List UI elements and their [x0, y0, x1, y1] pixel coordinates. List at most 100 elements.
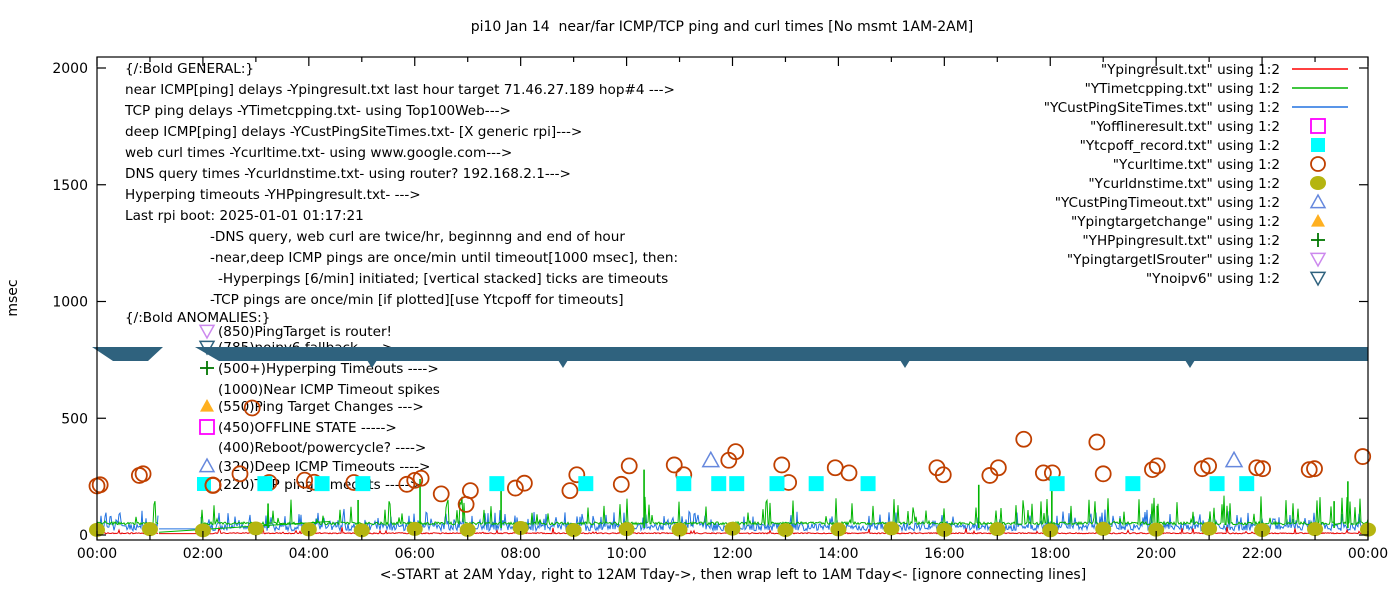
anomaly-annotation-line: (450)OFFLINE STATE -----> [218, 420, 397, 436]
legend-label: "Ycurltime.txt" using 1:2 [1113, 157, 1280, 173]
general-annotation-line: Last rpi boot: 2025-01-01 01:17:21 [125, 208, 364, 224]
curl-time-point [612, 475, 630, 493]
curl-time-point [461, 482, 479, 500]
tcpoff-record-point [578, 476, 594, 492]
x-tick-label: 22:00 [1242, 546, 1282, 562]
curl-time-point [1354, 448, 1372, 465]
x-axis-label: <-START at 2AM Yday, right to 12AM Tday-… [380, 567, 1086, 583]
general-annotation-line: TCP ping delays -YTimetcpping.txt- using… [124, 103, 511, 119]
dns-time-point [459, 522, 476, 537]
tcpoff-record-point [1125, 476, 1141, 492]
tcpoff-record-point [1209, 476, 1225, 492]
dns-time-point [406, 521, 423, 536]
x-tick-label: 06:00 [395, 546, 435, 562]
x-tick-label: 18:00 [1030, 546, 1070, 562]
tcpoff-record-point [711, 476, 727, 492]
curl-time-point [432, 485, 450, 503]
x-tick-label: 14:00 [818, 546, 858, 562]
y-axis-label: msec [5, 279, 21, 316]
curl-time-point [1144, 461, 1161, 479]
legend-item: "YpingtargetISrouter" using 1:2 [1067, 252, 1327, 268]
curl-time-point [1254, 460, 1272, 478]
dns-time-point [777, 523, 794, 538]
curl-time-point [773, 456, 791, 474]
anomaly-marker [200, 399, 214, 412]
dns-time-point [512, 520, 529, 535]
legend-triangle-down-open-sample [1309, 252, 1327, 268]
anomaly-marker [198, 324, 216, 340]
curl-time-point [1300, 461, 1318, 479]
legend: "Ypingresult.txt" using 1:2 "YTimetcpping… [1044, 62, 1348, 287]
legend-triangle-down-open-sample [1309, 271, 1327, 287]
y-tick-label: 1500 [52, 178, 88, 194]
general-annotation-line: web curl times -Ycurltime.txt- using www… [125, 145, 512, 161]
deep-icmp-timeout-point [701, 450, 721, 468]
curl-time-point [134, 465, 152, 483]
general-annotation-line: Hyperping timeouts -YHPpingresult.txt- -… [125, 187, 421, 203]
dns-time-point [883, 521, 900, 536]
anomaly-marker [198, 457, 216, 473]
curl-time-point [561, 482, 579, 500]
noipv6-triangle-tip [367, 360, 377, 368]
anomaly-annotation-line: (400)Reboot/powercycle? ----> [218, 440, 426, 456]
legend-square-filled-sample [1311, 138, 1325, 152]
curl-time-point [296, 471, 313, 489]
dns-time-point [830, 522, 847, 537]
dns-time-point [194, 523, 211, 538]
scatter-points [88, 399, 1376, 538]
legend-item: "YTimetcpping.txt" using 1:2 [1085, 81, 1348, 97]
legend-item: "Ycurldnstime.txt" using 1:2 [1088, 176, 1326, 192]
noipv6-band [92, 347, 1368, 368]
legend-triangle-up-filled-sample [1311, 214, 1325, 227]
noipv6-triangle-tip [1185, 360, 1195, 368]
dns-time-point [618, 522, 635, 537]
legend-label: "Ytcpoff_record.txt" using 1:2 [1080, 138, 1280, 154]
curl-time-point [515, 474, 533, 492]
anomaly-marker [199, 419, 215, 435]
y-tick-label: 0 [79, 528, 88, 544]
curl-time-point [231, 465, 249, 483]
tcpoff-record-point [769, 476, 785, 492]
dns-time-point [300, 522, 317, 537]
dns-time-point [1042, 523, 1059, 538]
legend-label: "Ynoipv6" using 1:2 [1146, 271, 1280, 287]
tcpoff-record-point [314, 476, 330, 492]
legend-label: "YCustPingTimeout.txt" using 1:2 [1055, 195, 1280, 211]
x-tick-label: 02:00 [183, 546, 223, 562]
dns-time-point [724, 521, 741, 536]
dns-time-point [141, 522, 158, 537]
legend-item: "Ypingresult.txt" using 1:2 [1101, 62, 1348, 78]
x-tick-label: 10:00 [606, 546, 646, 562]
x-tick-label: 00:00 [77, 546, 117, 562]
curl-time-point [620, 457, 638, 475]
legend-triangle-up-open-sample [1309, 193, 1327, 209]
dns-time-point [1254, 523, 1271, 538]
dns-time-point [353, 523, 370, 538]
curl-time-point [665, 456, 683, 474]
dns-time-point [247, 521, 264, 536]
legend-circle-open-sample [1310, 156, 1326, 172]
y-tick-label: 500 [61, 411, 88, 427]
curl-time-point [989, 459, 1007, 477]
y-tick-label: 2000 [52, 61, 88, 77]
legend-label: "YCustPingSiteTimes.txt" using 1:2 [1044, 100, 1280, 116]
tcpoff-record-point [676, 476, 692, 492]
anomaly-annotation-line: (550)Ping Target Changes ---> [218, 399, 424, 415]
chart-title: pi10 Jan 14 near/far ICMP/TCP ping and c… [471, 19, 974, 35]
tcpoff-record-point [1239, 476, 1255, 492]
legend-label: "YpingtargetISrouter" using 1:2 [1067, 252, 1280, 268]
curl-time-point [1248, 459, 1266, 477]
general-annotation-line: -Hyperpings [6/min] initiated; [vertical… [218, 271, 668, 287]
curl-time-point [1015, 430, 1033, 448]
dns-time-point [1201, 521, 1218, 536]
curl-time-point [727, 443, 745, 461]
dns-time-point [565, 523, 582, 538]
legend-item: "Ynoipv6" using 1:2 [1146, 271, 1327, 287]
curl-time-point [1088, 433, 1106, 451]
dns-time-point [936, 522, 953, 537]
anomaly-annotation-line: (850)PingTarget is router! [218, 324, 392, 340]
x-tick-label: 20:00 [1136, 546, 1176, 562]
anomaly-annotation-line: (500+)Hyperping Timeouts ----> [218, 361, 439, 377]
